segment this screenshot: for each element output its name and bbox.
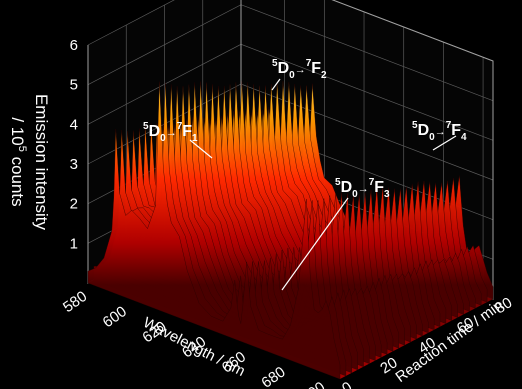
transition-label: 5D0→7F1 (143, 121, 198, 144)
x-tick-label: 700 (298, 379, 328, 389)
y-tick-label: 5 (70, 77, 78, 94)
annotation-leader-line (281, 197, 349, 291)
y-axis-label: Emission intensity (32, 94, 51, 231)
y-tick-label: 1 (70, 235, 78, 252)
z-tick-label: 0 (339, 379, 355, 389)
y-axis-label-line1: Emission intensity (32, 94, 51, 231)
annotation-leader-line (271, 78, 281, 91)
surface-slice (87, 81, 341, 380)
transition-annotations: 5D0→7F1 5D0→7F2 5D0→7F3 5D0→7F4 (143, 58, 467, 291)
x-tick-label: 680 (258, 363, 288, 389)
transition-label: 5D0→7F3 (335, 177, 390, 200)
transition-label: 5D0→7F4 (412, 120, 467, 143)
y-tick-label: 3 (70, 156, 78, 173)
y-tick-label: 4 (70, 116, 78, 133)
z-tick-label: 40 (416, 334, 439, 357)
z-tick-label: 60 (454, 314, 477, 337)
annotation-leader-line (189, 139, 213, 159)
surface-ridges (87, 80, 494, 380)
y-tick-label: 6 (70, 37, 78, 54)
x-tick-label: 600 (100, 303, 130, 331)
transition-label: 5D0→7F2 (272, 58, 327, 81)
y-axis-label-units: / 105 counts (8, 117, 28, 206)
z-axis-ticks: 0 20 40 60 80 (339, 294, 515, 389)
x-tick-label: 580 (60, 288, 90, 316)
z-tick-label: 80 (492, 294, 515, 317)
annotation-leader-line (432, 135, 457, 151)
y-axis-ticks: 1 2 3 4 5 6 (70, 37, 78, 252)
y-tick-label: 2 (70, 196, 78, 213)
z-tick-label: 20 (377, 354, 400, 377)
